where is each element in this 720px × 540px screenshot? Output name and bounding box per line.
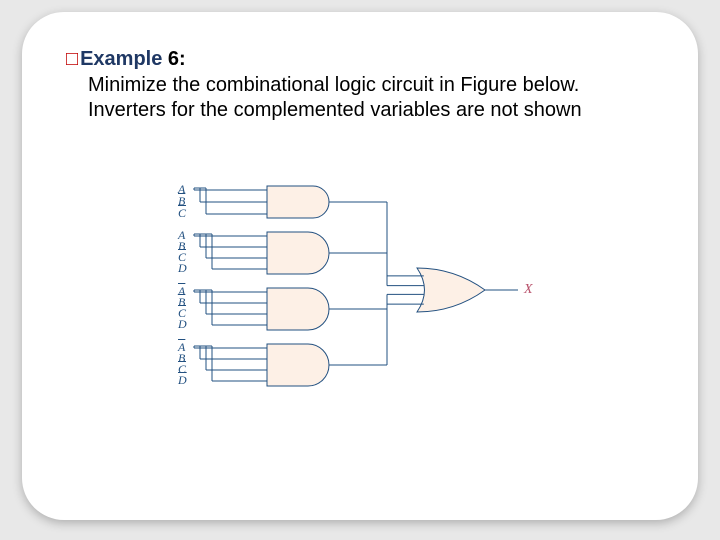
circuit-svg bbox=[172, 180, 572, 430]
body-text: Minimize the combinational logic circuit… bbox=[88, 73, 654, 123]
input-label: D bbox=[178, 374, 187, 386]
input-label: C bbox=[178, 207, 186, 219]
example-number: 6: bbox=[162, 48, 185, 70]
input-label: D bbox=[178, 318, 187, 330]
output-label: X bbox=[524, 282, 533, 298]
heading-line: □Example 6: bbox=[66, 48, 654, 71]
bullet-glyph: □ bbox=[66, 48, 78, 70]
example-label: Example bbox=[80, 48, 162, 70]
slide-card: □Example 6: Minimize the combinational l… bbox=[22, 12, 698, 520]
input-label: D bbox=[178, 262, 187, 274]
logic-circuit-diagram: ABCABCDABCDABCDX bbox=[172, 180, 572, 430]
